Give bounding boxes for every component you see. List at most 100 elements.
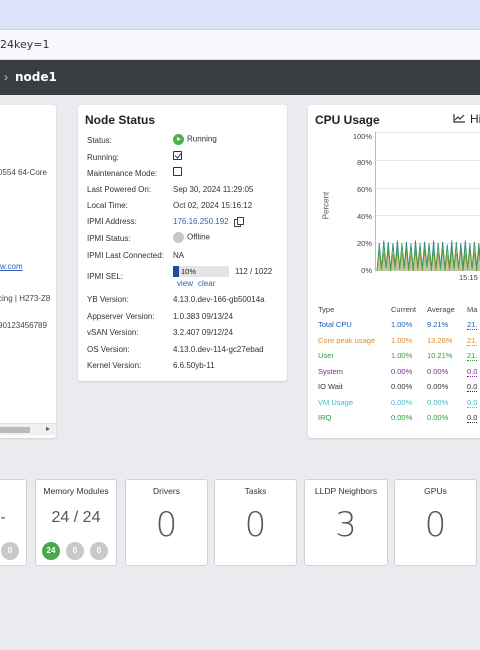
- unchecked-icon[interactable]: [173, 167, 182, 177]
- address-bar-text[interactable]: 24key=1: [0, 38, 50, 51]
- history-button-label[interactable]: Hi: [470, 112, 480, 126]
- table-cell-type: IRQ: [318, 413, 332, 422]
- tile-value: 0: [155, 505, 178, 545]
- ipmi-last-connected-value: NA: [173, 251, 185, 260]
- tile-value: 24 / 24: [51, 509, 101, 526]
- x-tick-label: 15:15: [459, 273, 478, 282]
- breadcrumb-current[interactable]: node1: [15, 70, 57, 84]
- table-cell-current: 0.00%: [391, 397, 413, 407]
- partial-summary-tile[interactable]: - 0: [0, 479, 27, 566]
- ipmi-sel-actions: view clear: [177, 279, 220, 288]
- table-header: Average: [427, 305, 455, 314]
- tasks-tile[interactable]: Tasks 0: [214, 479, 297, 566]
- view-sel-link[interactable]: view: [177, 279, 194, 288]
- ipmi-sel-progress-fill: [173, 266, 180, 277]
- y-tick-label: 80%: [356, 158, 372, 167]
- offline-icon: [173, 232, 184, 243]
- drivers-tile[interactable]: Drivers 0: [125, 479, 208, 566]
- os-version-label: OS Version:: [87, 345, 130, 354]
- table-cell-max[interactable]: 21.: [467, 351, 478, 361]
- ipmi-address-value: 176.16.250.192: [173, 217, 244, 228]
- os-version-value: 4.13.0.dev-114-gc27ebad: [173, 345, 264, 354]
- series-line-user: [376, 243, 480, 271]
- table-cell-max[interactable]: 21.: [467, 335, 478, 346]
- lldp-neighbors-tile[interactable]: LLDP Neighbors 3: [304, 479, 388, 566]
- cpu-usage-card: CPU Usage Hi 100% 80% 60% 40% 20% 0% Per…: [308, 105, 480, 438]
- y-tick-label: 40%: [356, 212, 372, 221]
- yb-version-value: 4.13.0.dev-166-gb50014a: [173, 295, 265, 304]
- ipmi-status-value: Offline: [173, 232, 210, 243]
- table-cell-average: 13.26%: [427, 335, 453, 345]
- table-cell-type: IO Wait: [318, 382, 343, 391]
- count-badge: 0: [1, 542, 19, 560]
- breadcrumb: › node1: [0, 60, 480, 95]
- tile-value: -: [0, 509, 6, 526]
- error-count-badge: 0: [90, 542, 108, 560]
- horizontal-scrollbar[interactable]: ▸: [0, 423, 56, 435]
- table-cell-type: Core peak usage: [318, 335, 376, 345]
- ipmi-address-label: IPMI Address:: [87, 217, 137, 226]
- table-header: Type: [318, 305, 335, 314]
- ipmi-sel-count: 112 / 1022: [235, 267, 273, 276]
- y-tick-label: 60%: [356, 185, 372, 194]
- clear-sel-link[interactable]: clear: [198, 279, 216, 288]
- address-bar[interactable]: 24key=1: [0, 30, 480, 60]
- table-cell-max[interactable]: 0.0: [467, 397, 478, 408]
- ipmi-address-link[interactable]: 176.16.250.192: [173, 217, 229, 226]
- table-cell-max[interactable]: 0.0: [467, 366, 478, 377]
- status-text: Running: [187, 134, 217, 144]
- cpu-usage-chart[interactable]: [375, 132, 480, 271]
- gpus-tile[interactable]: GPUs 0: [394, 479, 477, 566]
- table-cell-max[interactable]: 0.0: [467, 413, 478, 423]
- contact-link[interactable]: w.com: [0, 262, 23, 271]
- yb-version-label: YB Version:: [87, 295, 129, 304]
- table-cell-max[interactable]: 21.: [467, 320, 478, 330]
- y-tick-label: 20%: [356, 239, 372, 248]
- y-axis-label: Percent: [321, 191, 331, 220]
- copy-icon[interactable]: [233, 217, 244, 228]
- tile-value: 0: [424, 505, 447, 545]
- warning-count-badge: 0: [66, 542, 84, 560]
- maintenance-label: Maintenance Mode:: [87, 169, 158, 178]
- node-status-title: Node Status: [85, 113, 156, 127]
- ipmi-status-label: IPMI Status:: [87, 234, 131, 243]
- cpu-model-text: 0554 64-Core: [0, 168, 47, 177]
- table-cell-average: 0.00%: [427, 413, 449, 422]
- table-cell-type: User: [318, 351, 334, 360]
- table-cell-type: System: [318, 366, 344, 376]
- tile-title: Memory Modules: [43, 486, 109, 496]
- table-cell-current: 1.00%: [391, 335, 413, 345]
- tile-value: 3: [335, 505, 357, 545]
- table-cell-current: 0.00%: [391, 366, 413, 376]
- checked-icon: [173, 151, 182, 161]
- tile-value: 0: [244, 505, 267, 545]
- table-cell-type: Total CPU: [318, 320, 352, 329]
- serial-text: 90123456789: [0, 321, 47, 330]
- product-text: cing | H273-Z8: [0, 294, 51, 303]
- browser-tab-bar: [0, 0, 480, 30]
- tile-title: Drivers: [153, 486, 180, 496]
- memory-modules-tile[interactable]: Memory Modules 24 / 24 24 0 0: [35, 479, 117, 566]
- maintenance-checkbox[interactable]: [173, 167, 182, 177]
- table-cell-average: 9.21%: [427, 320, 449, 329]
- ipmi-sel-percent: 10%: [181, 267, 197, 276]
- table-cell-current: 0.00%: [391, 413, 413, 422]
- chart-line-icon[interactable]: [453, 113, 466, 123]
- last-powered-value: Sep 30, 2024 11:29:05: [173, 185, 254, 194]
- local-time-label: Local Time:: [87, 201, 128, 210]
- ipmi-last-connected-label: IPMI Last Connected:: [87, 251, 164, 260]
- scroll-right-icon[interactable]: ▸: [46, 424, 51, 433]
- kernel-version-value: 6.6.50yb-11: [173, 361, 215, 370]
- table-cell-average: 0.00%: [427, 366, 449, 376]
- status-label: Status:: [87, 136, 112, 145]
- table-cell-max[interactable]: 0.0: [467, 382, 478, 392]
- table-cell-current: 0.00%: [391, 382, 413, 391]
- scrollbar-thumb[interactable]: [0, 427, 30, 433]
- vsan-version-label: vSAN Version:: [87, 328, 139, 337]
- table-cell-current: 1.00%: [391, 351, 413, 360]
- running-icon: [173, 134, 184, 145]
- tile-title: Tasks: [244, 486, 267, 496]
- ipmi-sel-progress: 10%: [173, 266, 229, 277]
- ipmi-status-text: Offline: [187, 232, 210, 242]
- table-header: Ma: [467, 305, 478, 314]
